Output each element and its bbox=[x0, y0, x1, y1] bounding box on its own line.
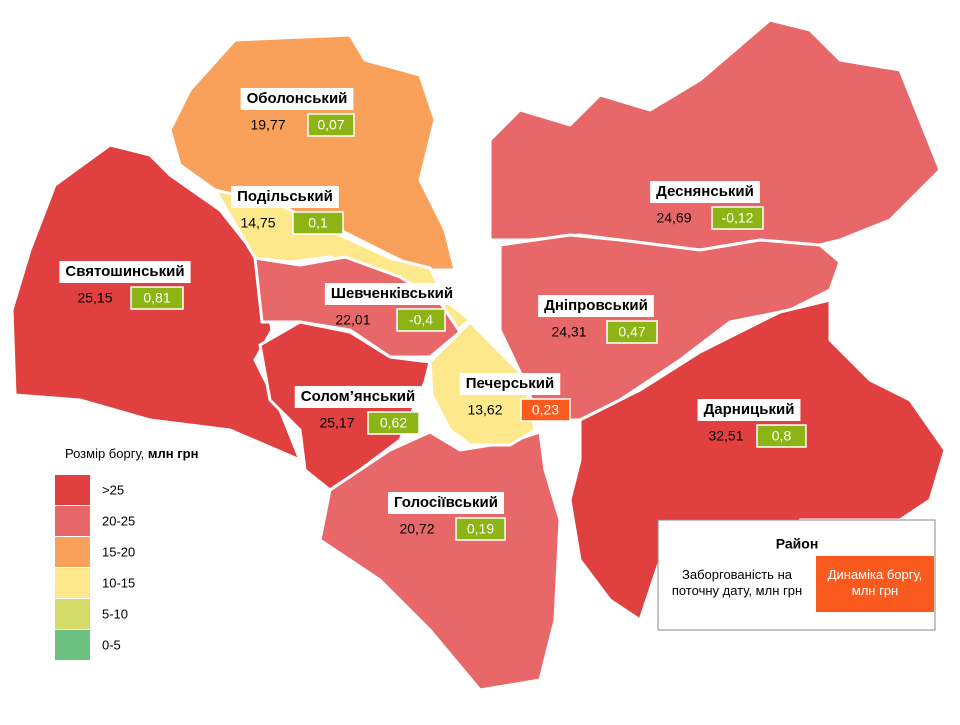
district-name-bg bbox=[59, 261, 191, 283]
district-name: Солом’янський bbox=[301, 388, 416, 405]
district-name: Подільський bbox=[237, 188, 333, 205]
legend-swatch bbox=[55, 506, 90, 536]
district-change-box bbox=[130, 286, 184, 310]
district-change-box bbox=[606, 320, 658, 344]
legend-label: 15-20 bbox=[102, 544, 135, 559]
key-change-box bbox=[816, 556, 934, 612]
district-name-bg bbox=[231, 186, 339, 208]
district-change-box bbox=[711, 206, 764, 230]
legend-label: 0-5 bbox=[102, 637, 121, 652]
district-name-bg bbox=[650, 181, 760, 203]
legend-label: 20-25 bbox=[102, 513, 135, 528]
district-debt: 25,15 bbox=[77, 290, 112, 306]
district-debt: 25,17 bbox=[319, 415, 354, 431]
legend-unit: млн грн bbox=[148, 446, 199, 461]
district-name: Голосіївський bbox=[394, 494, 498, 511]
district-name: Дарницький bbox=[704, 401, 795, 418]
legend-swatch bbox=[55, 537, 90, 567]
district-name-bg bbox=[388, 492, 504, 514]
district-debt: 24,69 bbox=[656, 210, 691, 226]
district-name: Шевченківський bbox=[331, 285, 453, 302]
legend-label: >25 bbox=[102, 482, 124, 497]
legend-swatch bbox=[55, 599, 90, 629]
district-debt: 19,77 bbox=[250, 117, 285, 133]
district-name: Оболонський bbox=[247, 90, 348, 107]
district-change: 0,81 bbox=[143, 290, 170, 306]
district-change: -0,12 bbox=[722, 210, 754, 226]
key-box: Район Заборгованість на поточну дату, млн… bbox=[657, 519, 936, 631]
district-name-bg bbox=[459, 373, 561, 395]
district-change-box bbox=[520, 398, 571, 422]
district-change: 0,62 bbox=[380, 415, 407, 431]
district-name-bg bbox=[538, 295, 654, 317]
district-change: 0,47 bbox=[618, 324, 645, 340]
district-change: 0,07 bbox=[317, 117, 344, 133]
legend-label: 10-15 bbox=[102, 575, 135, 590]
region-shevchenkivskyi bbox=[253, 255, 462, 359]
legend-swatch bbox=[55, 568, 90, 598]
district-change-box bbox=[756, 424, 807, 448]
district-name-bg bbox=[240, 88, 354, 110]
legend-label: 5-10 bbox=[102, 606, 128, 621]
key-change: Динаміка боргу, млн грн bbox=[828, 567, 923, 598]
district-change-box bbox=[307, 113, 355, 137]
district-debt: 20,72 bbox=[399, 521, 434, 537]
legend-title: Розмір боргу, млн грн bbox=[65, 446, 198, 461]
district-name: Святошинський bbox=[65, 263, 184, 280]
district-change-box bbox=[292, 211, 344, 235]
district-change: 0,8 bbox=[772, 428, 792, 444]
district-change: 0,19 bbox=[467, 521, 494, 537]
key-current: Заборгованість на поточну дату, млн грн bbox=[672, 567, 802, 598]
district-labels: Оболонський 19,77 0,07 Подільський 14,75 0,1 С… bbox=[59, 88, 807, 541]
legend: Розмір боргу, млн грн >25 20-25 15-20 10-15… bbox=[55, 446, 198, 660]
district-change-box bbox=[367, 411, 420, 435]
district-change: 0,1 bbox=[308, 215, 328, 231]
district-debt: 32,51 bbox=[708, 428, 743, 444]
district-debt: 22,01 bbox=[335, 312, 370, 328]
district-debt: 14,75 bbox=[240, 215, 275, 231]
district-change-box bbox=[455, 517, 506, 541]
legend-swatch bbox=[55, 630, 90, 660]
district-change: -0,4 bbox=[409, 312, 433, 328]
district-name: Деснянський bbox=[656, 183, 754, 200]
district-name: Печерський bbox=[466, 375, 554, 392]
district-name-bg bbox=[697, 399, 801, 421]
district-debt: 13,62 bbox=[467, 402, 502, 418]
district-name-bg bbox=[324, 283, 460, 305]
legend-title-text: Розмір боргу, bbox=[65, 446, 144, 461]
legend-swatch bbox=[55, 475, 90, 505]
district-change: 0,23 bbox=[532, 402, 559, 418]
key-title: Район bbox=[776, 536, 819, 552]
district-name-bg bbox=[294, 386, 422, 408]
district-debt: 24,31 bbox=[551, 324, 586, 340]
district-name: Дніпровський bbox=[544, 297, 648, 314]
district-change-box bbox=[396, 308, 446, 332]
